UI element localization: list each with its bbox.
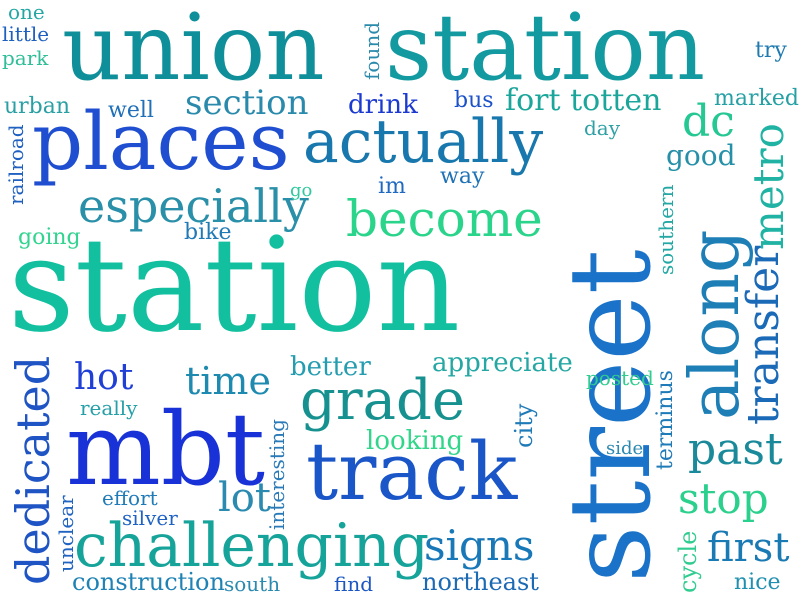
- word: station: [8, 209, 461, 361]
- word: one: [8, 0, 45, 24]
- word: interesting: [265, 419, 289, 530]
- word: union: [62, 0, 325, 101]
- word: section: [185, 83, 309, 123]
- word: cycle: [674, 530, 702, 593]
- word: marked: [714, 86, 799, 111]
- word: challenging: [74, 511, 430, 581]
- word: well: [108, 98, 154, 123]
- word: city: [510, 403, 538, 448]
- word: past: [688, 424, 783, 475]
- word: grade: [300, 368, 465, 433]
- word: construction: [72, 568, 225, 596]
- word: side: [606, 438, 644, 459]
- word: dc: [682, 96, 735, 147]
- word: urban: [4, 94, 71, 119]
- word: good: [666, 139, 736, 172]
- word: first: [707, 525, 790, 571]
- word: park: [2, 46, 49, 70]
- word: bike: [184, 220, 232, 245]
- word: bus: [454, 88, 494, 113]
- word: signs: [424, 521, 535, 570]
- word: railroad: [4, 124, 28, 205]
- word: transfer: [738, 245, 789, 425]
- word: time: [185, 359, 271, 403]
- word: southern: [654, 184, 678, 275]
- word: terminus: [653, 370, 678, 470]
- word: fort totten: [505, 83, 662, 118]
- word: going: [18, 225, 81, 250]
- word: appreciate: [432, 348, 573, 378]
- word: little: [2, 22, 50, 46]
- word: drink: [348, 90, 418, 120]
- word: find: [334, 572, 374, 596]
- word: looking: [366, 426, 464, 456]
- word: found: [360, 21, 384, 80]
- word: hot: [74, 357, 134, 398]
- word: mbt: [66, 391, 266, 508]
- word: unclear: [54, 495, 78, 572]
- word: im: [378, 174, 406, 199]
- word: day: [584, 116, 621, 140]
- word: way: [440, 164, 485, 189]
- word: station: [385, 0, 706, 101]
- word: dedicated: [6, 355, 60, 585]
- word: better: [290, 352, 371, 382]
- word: effort: [102, 486, 158, 510]
- word: northeast: [422, 568, 539, 596]
- word: actually: [303, 107, 544, 177]
- word: places: [32, 95, 290, 188]
- word: street: [546, 249, 676, 583]
- word: try: [755, 38, 787, 63]
- word: become: [346, 190, 543, 248]
- word: silver: [122, 506, 178, 530]
- word: stop: [678, 474, 769, 523]
- word: go: [290, 180, 313, 201]
- word: lot: [218, 475, 271, 521]
- word: nice: [734, 570, 781, 595]
- word: especially: [78, 179, 309, 233]
- word: really: [80, 396, 138, 420]
- word: metro: [744, 123, 793, 250]
- word: south: [224, 572, 281, 596]
- word: track: [306, 425, 518, 518]
- word: posted: [586, 366, 654, 390]
